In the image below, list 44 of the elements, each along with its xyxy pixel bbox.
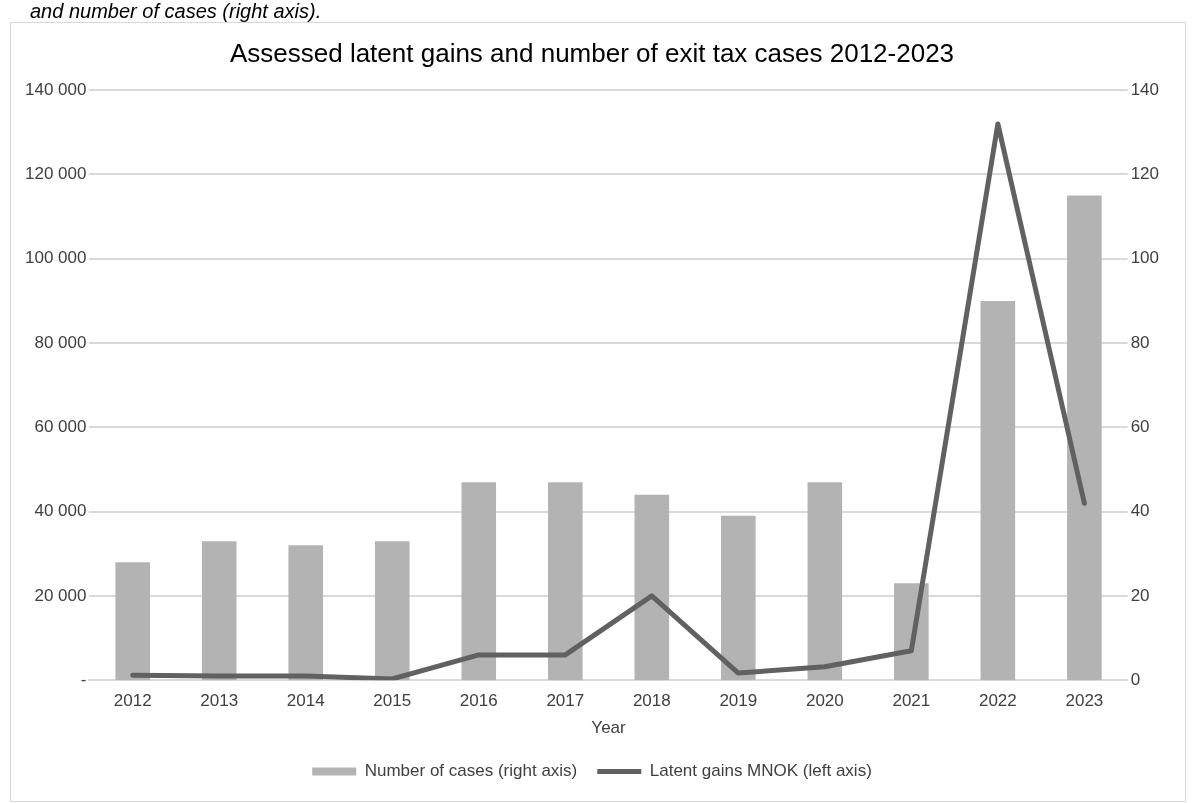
x-tick-label: 2016 — [459, 691, 498, 711]
x-tick-label: 2013 — [200, 691, 239, 711]
bar — [634, 494, 670, 681]
y-tick-label: 80 000 — [34, 332, 87, 352]
x-axis-title: Year — [591, 718, 627, 738]
bar — [288, 545, 324, 681]
y-tick-label: 140 000 — [25, 79, 87, 99]
bar — [980, 300, 1016, 681]
bar — [374, 541, 410, 681]
y2-tick-label: 20 — [1130, 585, 1150, 605]
y2-tick-label: 60 — [1130, 417, 1150, 437]
legend-label: Latent gains MNOK (left axis) — [649, 761, 872, 781]
bar — [547, 482, 583, 681]
y-tick-label: 100 000 — [25, 248, 87, 268]
y2-tick-label: 0 — [1130, 669, 1141, 689]
y2-tick-label: 40 — [1130, 501, 1150, 521]
text: and number of cases (right axis). — [30, 0, 322, 22]
x-tick-label: 2017 — [546, 691, 585, 711]
bar — [721, 515, 756, 681]
y2-tick-label: 80 — [1130, 332, 1150, 352]
x-tick-label: 2019 — [719, 691, 758, 711]
bar — [1067, 195, 1102, 681]
y-tick-label: 20 000 — [34, 585, 87, 605]
x-tick-label: 2018 — [632, 691, 671, 711]
bar — [201, 541, 237, 681]
x-tick-label: 2023 — [1065, 691, 1104, 711]
x-tick-label: 2015 — [373, 691, 412, 711]
y-tick-label: 60 000 — [34, 417, 87, 437]
x-tick-label: 2020 — [805, 691, 844, 711]
x-tick-label: 2012 — [113, 691, 152, 711]
y-tick-label: 40 000 — [34, 501, 87, 521]
bar — [461, 482, 497, 681]
chart-title: Assessed latent gains and number of exit tax cases 2012-2023 — [229, 37, 955, 68]
y-tick-label: - — [80, 669, 87, 689]
y-tick-label: 120 000 — [25, 164, 87, 184]
legend-label: Number of cases (right axis) — [364, 761, 578, 781]
x-tick-label: 2021 — [892, 691, 931, 711]
bar — [807, 482, 843, 681]
y2-tick-label: 100 — [1130, 248, 1160, 268]
x-tick-label: 2022 — [978, 691, 1017, 711]
y2-tick-label: 140 — [1130, 79, 1160, 99]
y2-tick-label: 120 — [1130, 164, 1160, 184]
x-tick-label: 2014 — [286, 691, 325, 711]
bar — [115, 562, 151, 681]
